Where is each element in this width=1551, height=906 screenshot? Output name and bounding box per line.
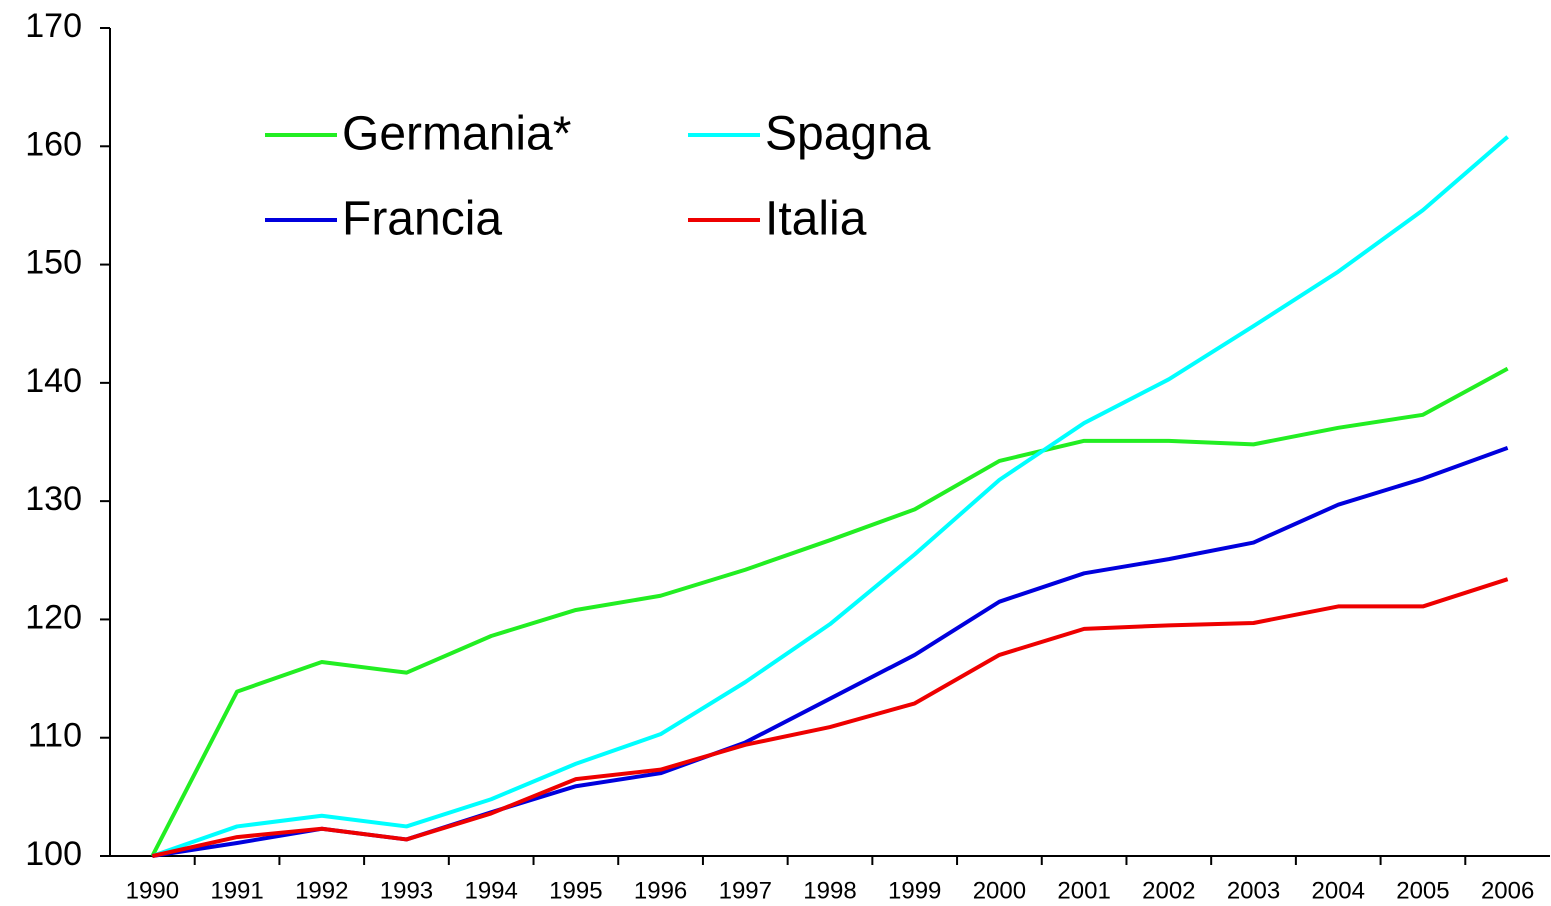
x-tick-label: 2001 [1057,877,1110,904]
y-tick-label: 130 [25,480,82,518]
x-tick-label: 2000 [973,877,1026,904]
x-tick-label: 1993 [380,877,433,904]
legend-label: Francia [342,193,502,246]
legend-label: Germania* [342,108,571,161]
x-tick-label: 1991 [210,877,263,904]
y-tick-label: 110 [28,717,82,755]
x-tick-label: 2003 [1227,877,1280,904]
series-line [151,577,1509,858]
x-tick-label: 1990 [126,877,179,904]
x-tick-label: 1994 [464,877,517,904]
x-tick-label: 1992 [295,877,348,904]
y-tick-label: 150 [25,244,82,282]
x-tick-label: 1997 [719,877,772,904]
y-tick-label: 140 [25,362,82,400]
x-tick-label: 2004 [1312,877,1365,904]
series-line [152,446,1509,858]
x-tick-label: 1998 [803,877,856,904]
series-line [150,366,1509,857]
x-tick-label: 2005 [1396,877,1449,904]
x-tick-label: 2006 [1481,877,1534,904]
y-tick-label: 120 [25,598,82,636]
x-tick-label: 1996 [634,877,687,904]
x-tick-label: 2002 [1142,877,1195,904]
y-tick-label: 170 [25,7,82,45]
legend-label: Italia [765,193,867,246]
y-tick-label: 160 [25,125,82,163]
x-tick-label: 1999 [888,877,941,904]
legend-label: Spagna [765,108,931,161]
series-line [151,135,1509,858]
y-tick-label: 100 [25,835,82,873]
x-tick-label: 1995 [549,877,602,904]
